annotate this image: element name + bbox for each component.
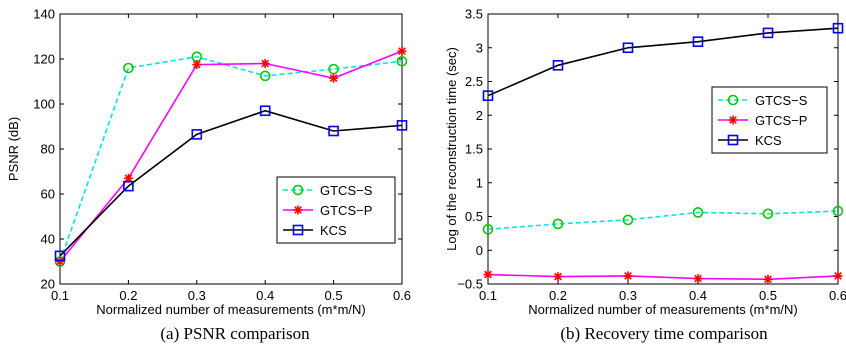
legend-marker <box>293 205 303 215</box>
data-point <box>260 59 270 68</box>
y-tick-label: 1 <box>476 175 483 190</box>
x-tick-label: 0.6 <box>829 288 846 303</box>
data-point <box>553 272 563 282</box>
data-point <box>832 22 844 34</box>
x-tick-label: 0.4 <box>689 288 707 303</box>
data-point <box>622 214 634 226</box>
data-point <box>763 274 773 284</box>
legend-marker <box>727 94 739 106</box>
series-line <box>487 273 839 281</box>
y-tick-label: 0.5 <box>465 209 483 224</box>
series-2 <box>483 270 843 284</box>
data-point <box>832 205 844 217</box>
legend: GTCS−S GTCS−P KCS <box>276 176 396 244</box>
x-tick-label: 0.4 <box>256 288 274 303</box>
data-point <box>396 120 408 131</box>
y-tick-label: 120 <box>33 52 55 67</box>
data-point <box>693 274 703 284</box>
data-point <box>54 250 66 262</box>
y-tick-label: 3 <box>476 40 483 55</box>
x-tick-label: 0.1 <box>479 288 497 303</box>
data-point <box>191 129 203 140</box>
legend-marker <box>728 115 738 125</box>
y-tick-label: 1.5 <box>465 142 483 157</box>
x-axis-label: Normalized number of measurements (m*m/N… <box>528 302 797 317</box>
y-tick-label: 20 <box>41 277 55 292</box>
data-point <box>123 180 134 192</box>
y-tick-label: 2 <box>476 108 483 123</box>
figure-caption: (b) Recovery time comparison <box>560 324 768 343</box>
y-tick-label: 3.5 <box>465 7 483 22</box>
data-point <box>259 105 271 117</box>
data-point <box>123 62 134 74</box>
series-line <box>59 50 403 263</box>
y-axis-label: Log of the reconstruction time (sec) <box>444 47 459 251</box>
x-tick-label: 0.5 <box>325 288 343 303</box>
y-tick-label: 0 <box>476 243 483 258</box>
data-point <box>396 55 408 67</box>
legend-label: KCS <box>755 133 782 148</box>
legend-marker <box>292 184 304 196</box>
x-tick-label: 0.2 <box>549 288 567 303</box>
y-axis-label: PSNR (dB) <box>6 117 21 181</box>
figure-caption: (a) PSNR comparison <box>160 324 310 343</box>
x-tick-label: 0.3 <box>188 288 206 303</box>
data-point <box>483 270 493 280</box>
psnr-chart-panel: 0.1 0.2 0.3 0.4 0.5 0.6 20 40 60 80 100 120 140 Norma… <box>6 7 411 344</box>
data-point <box>55 257 65 266</box>
legend: GTCS−S GTCS−P KCS <box>711 86 828 154</box>
recovery-time-chart-panel: 0.1 0.2 0.3 0.4 0.5 0.6 −0.5 0 0.5 1 1.5 2 2.5 3 3.5 No… <box>444 7 846 344</box>
data-point <box>762 208 774 220</box>
x-tick-label: 0.5 <box>759 288 777 303</box>
data-point <box>692 207 704 218</box>
series-line <box>59 55 403 262</box>
y-tick-label: 100 <box>33 97 55 112</box>
legend-label: KCS <box>320 223 347 238</box>
x-axis-label: Normalized number of measurements (m*m/N… <box>96 302 365 317</box>
series-1 <box>482 205 844 235</box>
data-point <box>552 59 564 71</box>
series-line <box>59 109 403 257</box>
series-2 <box>55 46 407 266</box>
y-tick-label: 80 <box>41 142 55 157</box>
legend-label: GTCS−S <box>320 183 373 198</box>
data-point <box>397 46 407 56</box>
legend-marker <box>292 224 304 236</box>
data-point <box>552 218 564 230</box>
series-line <box>487 27 839 97</box>
x-tick-label: 0.1 <box>51 288 69 303</box>
y-tick-label: 2.5 <box>465 74 483 89</box>
y-tick-label: −0.5 <box>457 277 483 292</box>
y-tick-label: 140 <box>33 7 55 22</box>
data-point <box>482 90 494 101</box>
data-point <box>833 271 843 281</box>
data-point <box>192 60 202 70</box>
legend-label: GTCS−P <box>755 113 807 128</box>
x-tick-label: 0.2 <box>119 288 137 303</box>
series-3 <box>54 105 408 262</box>
data-point <box>328 125 339 137</box>
y-tick-label: 40 <box>41 232 55 247</box>
series-line <box>487 210 839 231</box>
data-point <box>762 27 774 39</box>
legend-label: GTCS−S <box>755 93 808 108</box>
data-point <box>623 271 633 281</box>
legend-label: GTCS−P <box>320 203 372 218</box>
x-tick-label: 0.3 <box>619 288 637 303</box>
data-point <box>692 36 704 47</box>
data-point <box>259 70 271 82</box>
data-point <box>622 42 634 54</box>
series-3 <box>482 22 844 101</box>
data-point <box>482 224 494 235</box>
data-point <box>329 73 339 83</box>
x-tick-label: 0.6 <box>393 288 411 303</box>
data-point <box>123 173 133 183</box>
y-tick-label: 60 <box>41 187 55 202</box>
legend-marker <box>727 134 739 146</box>
